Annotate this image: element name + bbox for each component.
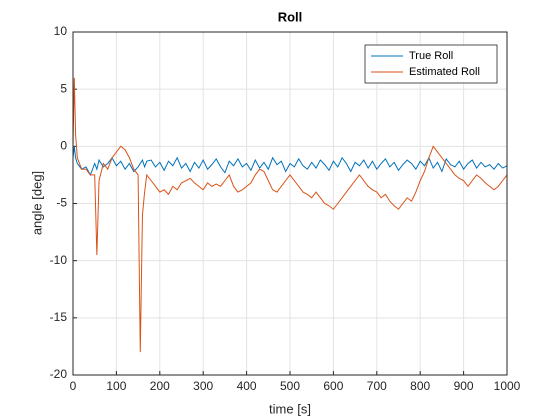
x-tick-label: 1000 xyxy=(494,379,521,393)
series-line xyxy=(72,146,508,177)
y-tick-label: -15 xyxy=(50,310,68,324)
series-line xyxy=(72,77,508,353)
x-tick-label: 0 xyxy=(70,379,77,393)
x-tick-label: 900 xyxy=(454,379,474,393)
x-axis-label: time [s] xyxy=(269,401,311,416)
y-tick-label: -5 xyxy=(56,196,67,210)
legend-label: Estimated Roll xyxy=(409,66,480,78)
y-tick-label: -20 xyxy=(50,367,68,381)
x-tick-label: 400 xyxy=(237,379,257,393)
x-tick-label: 300 xyxy=(193,379,213,393)
x-tick-label: 100 xyxy=(106,379,126,393)
x-tick-label: 800 xyxy=(410,379,430,393)
chart-title: Roll xyxy=(278,9,303,24)
y-tick-label: 5 xyxy=(60,81,67,95)
x-tick-label: 200 xyxy=(150,379,170,393)
legend-label: True Roll xyxy=(409,50,453,62)
y-tick-label: 0 xyxy=(60,139,67,153)
x-tick-label: 600 xyxy=(323,379,343,393)
x-tick-label: 500 xyxy=(280,379,300,393)
legend-box xyxy=(364,44,498,84)
y-tick-label: -10 xyxy=(50,253,68,267)
x-tick-label: 700 xyxy=(367,379,387,393)
axes-box xyxy=(72,31,508,376)
y-tick-label: 10 xyxy=(54,24,68,38)
y-axis-label: angle [deg] xyxy=(29,171,44,235)
